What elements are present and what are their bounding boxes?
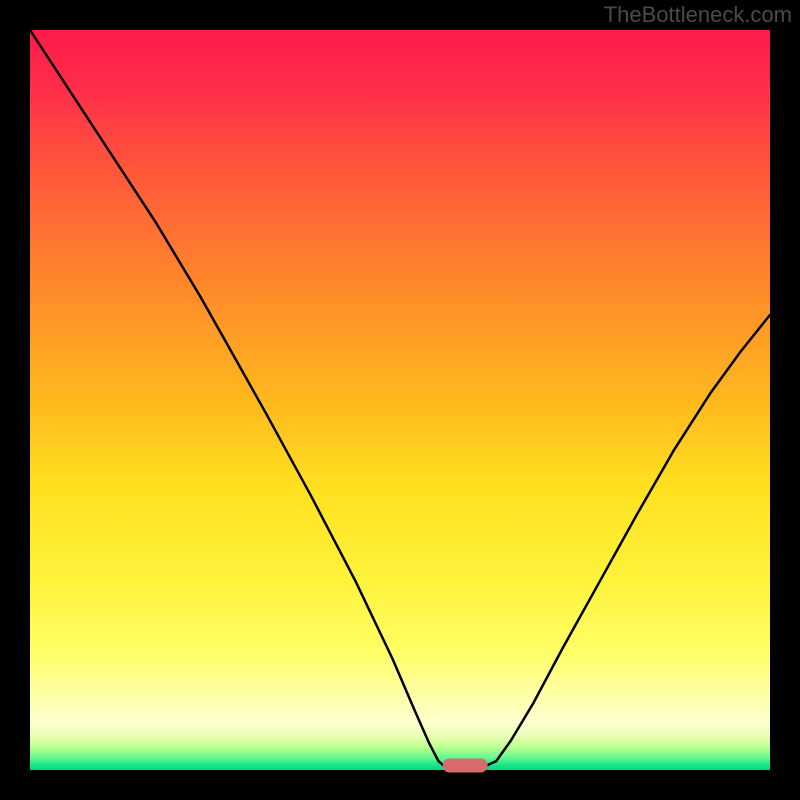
plot-background	[30, 30, 770, 770]
chart-container: TheBottleneck.com	[0, 0, 800, 800]
optimal-marker	[443, 759, 488, 773]
bottleneck-chart	[0, 0, 800, 800]
watermark-text: TheBottleneck.com	[604, 2, 792, 28]
